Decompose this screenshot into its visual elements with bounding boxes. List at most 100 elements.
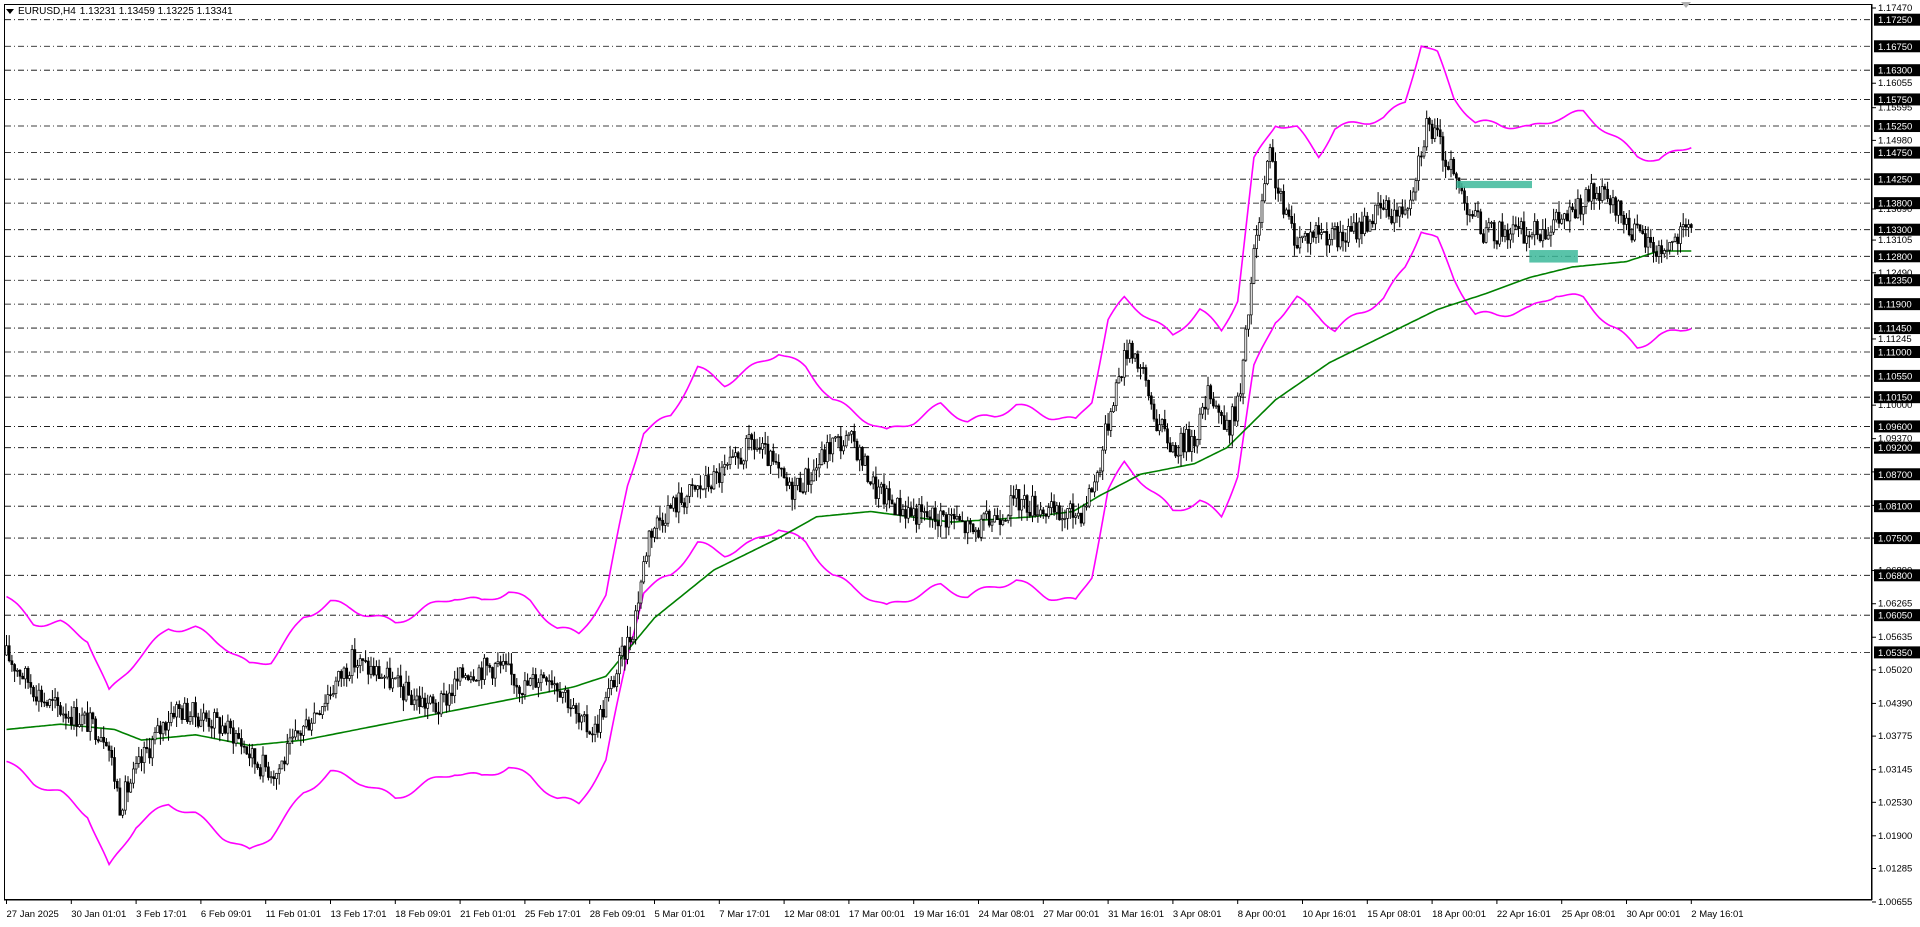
collapse-triangle-icon[interactable] [6,9,14,14]
candle [69,706,73,730]
candle [520,692,524,705]
candle-body [296,730,300,734]
candle-body [769,450,772,466]
candle [1317,217,1321,243]
candle [1025,494,1029,521]
candle-body [1665,249,1669,252]
candle [1333,222,1337,240]
price-tick-label: 1.16055 [1878,78,1912,89]
candle-body [1101,449,1105,472]
candle-body [223,725,227,734]
candle [969,518,972,533]
candle-body [1352,222,1356,232]
candle-body [1239,393,1242,397]
candle-body [113,757,116,782]
candle-body [159,725,162,735]
candle [1576,189,1580,219]
candle [1392,199,1396,232]
candle-body [685,495,689,508]
candle-body [1411,191,1415,201]
candle-body [825,442,829,463]
candle [850,429,853,444]
candle [545,676,548,686]
candle-body [920,504,924,513]
candle-body [836,436,840,438]
candle-body [331,693,335,696]
candle [828,433,832,461]
candle-body [555,683,559,692]
candle [699,475,702,499]
candle-body [1676,236,1680,244]
candle-body [1668,242,1672,251]
candle-body [450,692,454,697]
candle-body [272,776,276,780]
candle [1668,241,1672,255]
candle-body [258,767,262,777]
candle [1082,503,1086,526]
candle-body [1425,118,1429,148]
candle [1244,325,1248,362]
candle-body [32,686,35,698]
candle [1152,398,1156,422]
candle [358,654,362,674]
candle-body [696,485,700,490]
candle-body [202,712,205,721]
candle-body [1314,225,1318,238]
candle [364,650,367,664]
candle [893,502,897,516]
candle-body [971,523,975,533]
candle-body [1136,353,1140,369]
candle-body [94,718,97,740]
candle [1538,233,1542,243]
candle-body [618,655,621,675]
candle [931,507,934,528]
chart-shift-marker-icon[interactable] [1681,2,1691,8]
candle [423,692,427,717]
symbol-header: EURUSD,H4 1.13231 1.13459 1.13225 1.1334… [6,6,233,17]
candle [609,676,613,696]
candle [1174,442,1177,459]
candle [623,645,627,671]
candle [1425,110,1429,151]
candle [350,644,354,684]
candle-body [531,674,535,679]
candle-body [118,787,122,816]
candle [599,705,602,739]
candle [631,636,635,645]
candle [1441,131,1445,172]
candle [1309,221,1312,255]
candle [580,714,583,731]
candle-body [1044,513,1048,517]
candle [1554,209,1558,223]
candle [963,520,967,540]
candle-body [982,513,986,520]
candle [1263,175,1267,204]
plot-area[interactable] [4,4,1872,900]
candle [1557,201,1561,228]
candle-body [1455,173,1458,179]
candle [132,761,135,789]
candle [1409,190,1412,216]
candle [707,466,710,492]
candle-body [1360,221,1364,235]
candle-body [804,468,808,493]
candle-body [653,527,656,538]
level-price-label: 1.08700 [1878,470,1912,481]
candle [1406,206,1410,219]
candle [1544,218,1547,240]
candle [321,705,324,719]
candle [1039,502,1042,518]
candle-body [137,756,141,764]
candle-body [183,702,187,720]
level-price-label: 1.07500 [1878,534,1912,545]
candle [445,690,448,713]
candle [650,528,654,548]
candle [231,720,235,754]
candle-body [1171,445,1175,453]
price-tick-label: 1.10000 [1878,400,1912,411]
candle [1382,199,1385,211]
candle-body [1506,229,1510,241]
candle-body [712,471,716,490]
